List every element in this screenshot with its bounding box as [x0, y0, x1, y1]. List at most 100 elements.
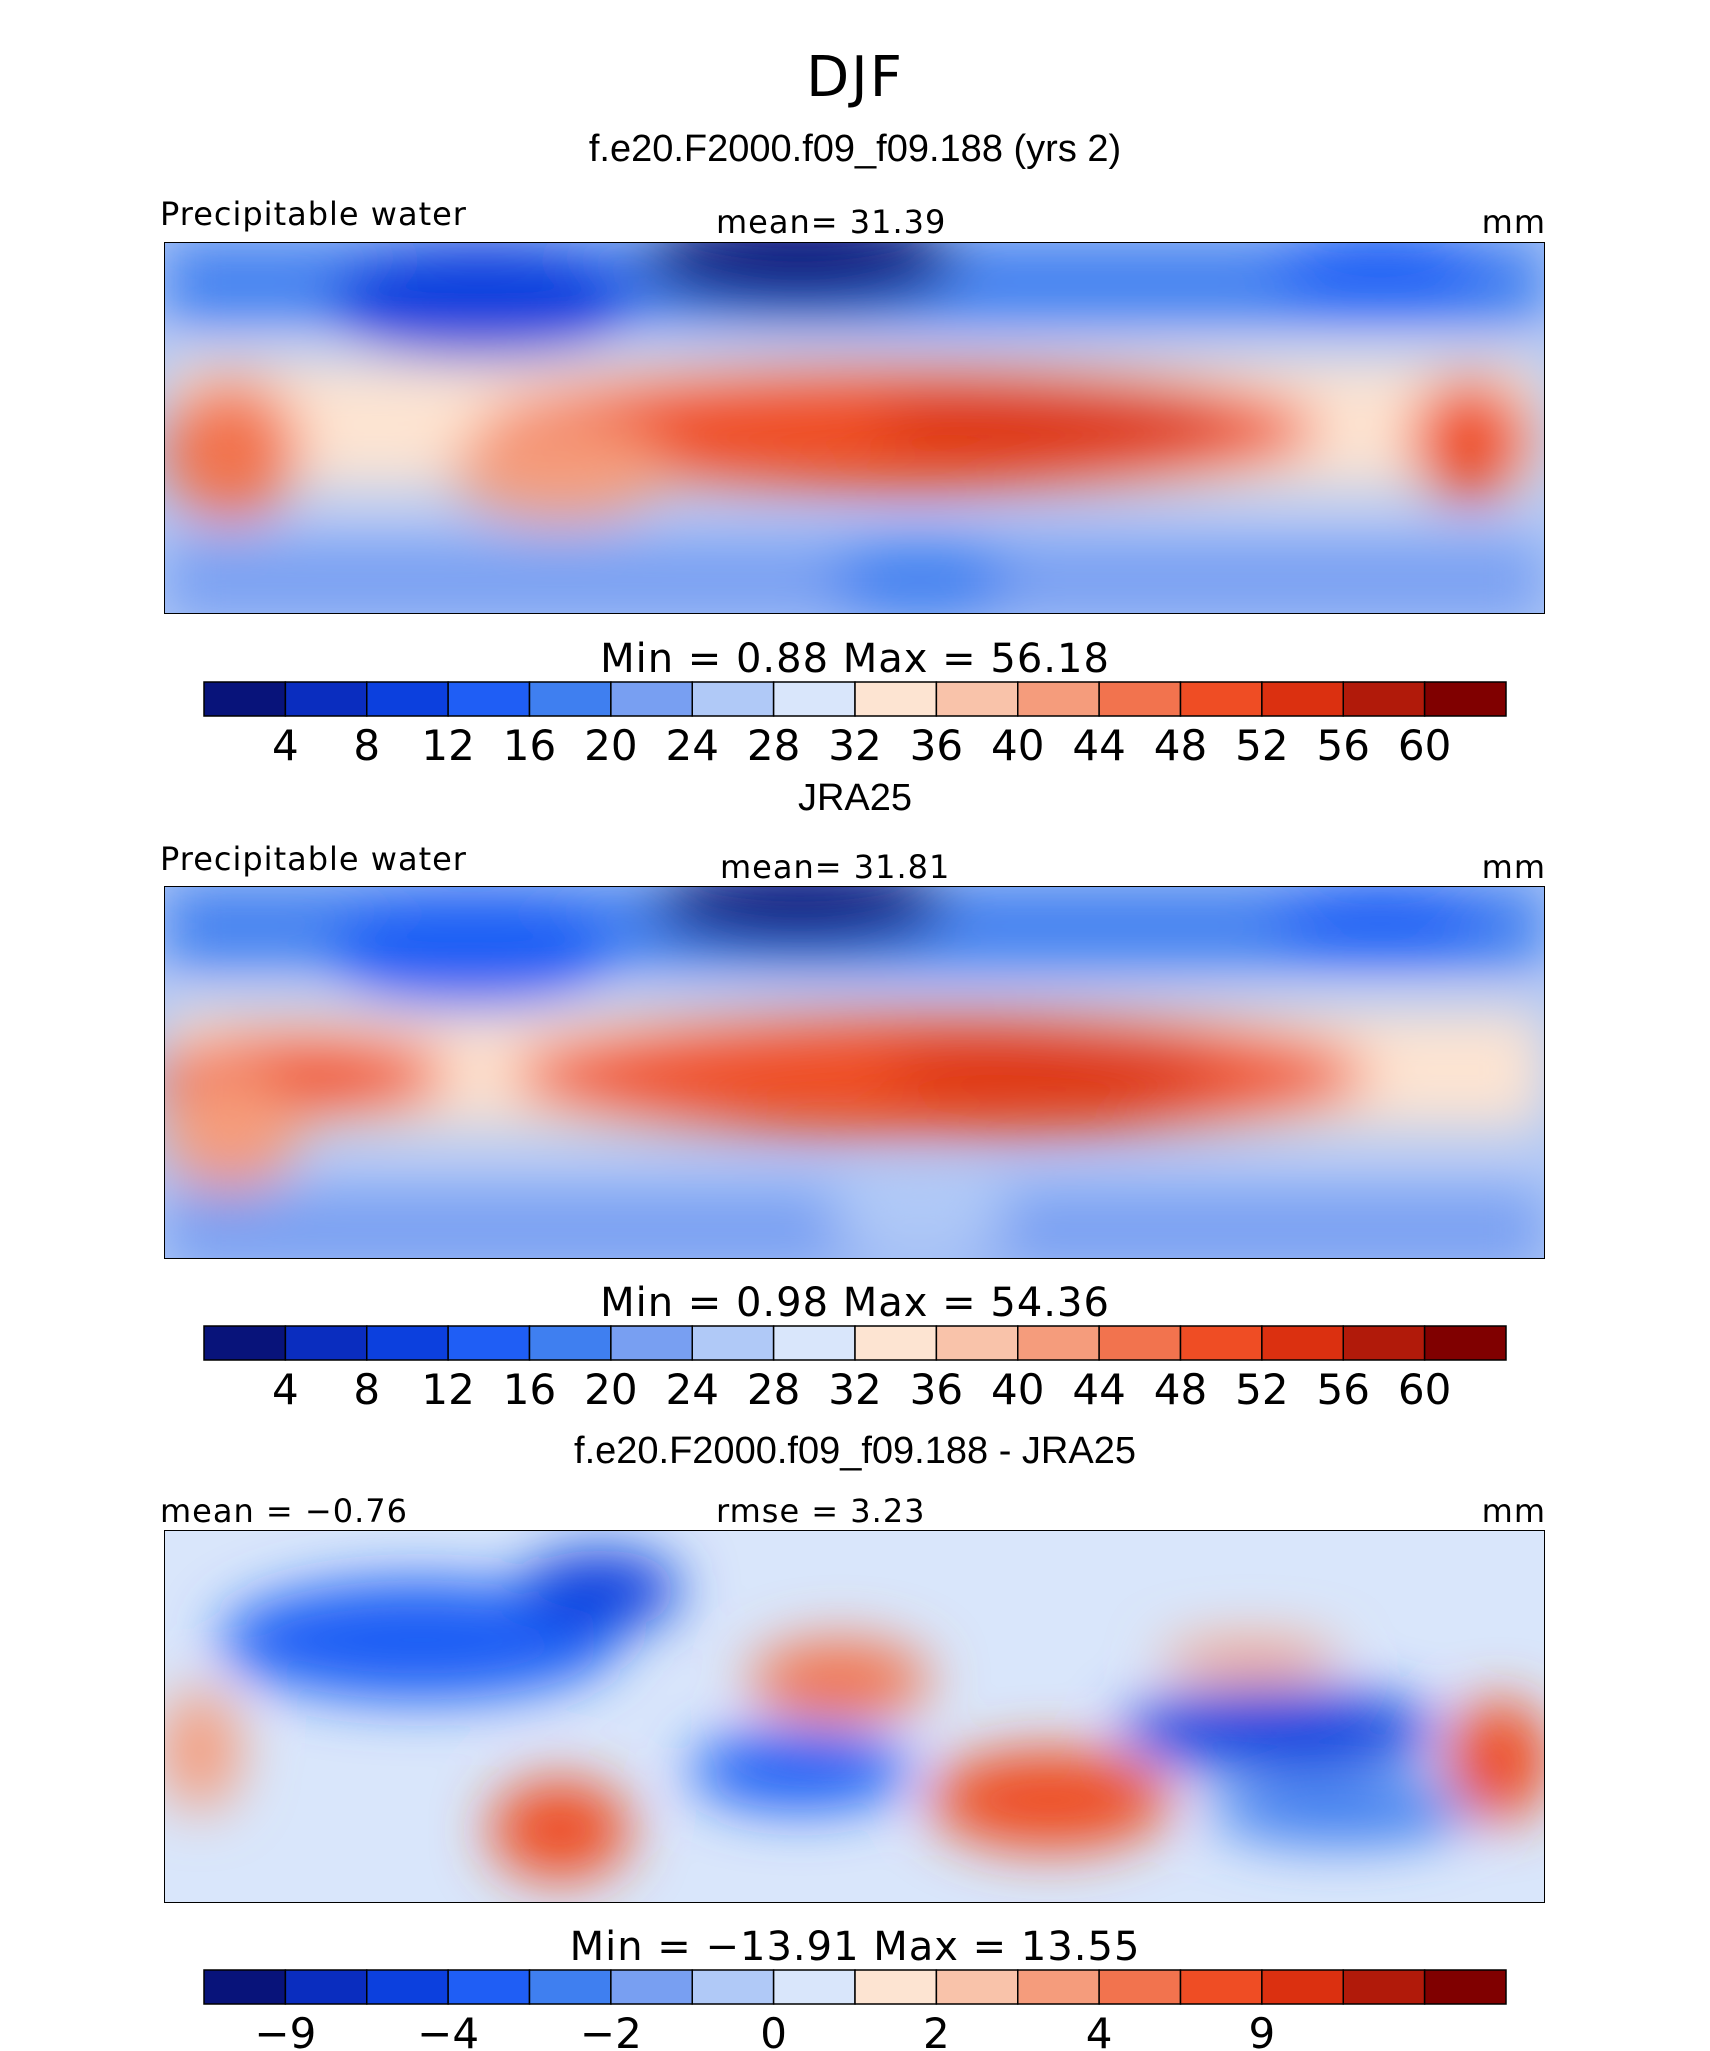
colorbar-3-tick-label: −2 — [580, 2009, 642, 2051]
colorbar-3-swatch-8 — [854, 1969, 938, 2005]
colorbar-3-swatch-15 — [1423, 1969, 1507, 2005]
colorbar-2-tick-label: 16 — [503, 1365, 556, 1414]
colorbar-1-swatch-0 — [203, 681, 287, 717]
panel-1-map — [164, 242, 1545, 614]
colorbar-2-tick-label: 40 — [991, 1365, 1044, 1414]
colorbar-1-tick-label: 32 — [828, 721, 881, 770]
colorbar-3-tick-label: 0 — [760, 2009, 787, 2051]
colorbar-2-tick-label: 56 — [1317, 1365, 1370, 1414]
colorbar-1-swatch-6 — [691, 681, 775, 717]
colorbar-2-swatch-6 — [691, 1325, 775, 1361]
colorbar-3-swatch-12 — [1179, 1969, 1263, 2005]
colorbar-3-swatch-0 — [203, 1969, 287, 2005]
colorbar-1-tick-label: 4 — [272, 721, 299, 770]
colorbar-1-swatch-3 — [447, 681, 531, 717]
colorbar-3-tick-label: 2 — [923, 2009, 950, 2051]
colorbar-3-swatch-7 — [772, 1969, 856, 2005]
colorbar-3-swatch-13 — [1261, 1969, 1344, 2005]
colorbar-2-tick-label: 12 — [421, 1365, 474, 1414]
panel-1-left-label: Precipitable water — [160, 195, 467, 233]
colorbar-1-swatch-8 — [854, 681, 938, 717]
panel-2-title: JRA25 — [797, 777, 913, 819]
panel-3-units-label: mm — [1481, 1492, 1546, 1530]
colorbar-2-tick-label: 32 — [828, 1365, 881, 1414]
colorbar-1-tick-label: 12 — [421, 721, 474, 770]
colorbar-2-swatch-13 — [1261, 1325, 1344, 1361]
colorbar-3-swatch-1 — [284, 1969, 368, 2005]
colorbar-2-swatch-15 — [1423, 1325, 1507, 1361]
panel-2-mean-label: mean= 31.81 — [720, 848, 951, 886]
colorbar-3-tick-label: −9 — [254, 2009, 316, 2051]
colorbar-2-swatch-7 — [772, 1325, 856, 1361]
colorbar-2-swatch-8 — [854, 1325, 938, 1361]
colorbar-2-tick-label: 4 — [272, 1365, 299, 1414]
panel-3-map — [164, 1530, 1545, 1903]
colorbar-1-swatch-4 — [528, 681, 612, 717]
colorbar-1-tick-label: 16 — [503, 721, 556, 770]
colorbar-1-tick-label: 48 — [1154, 721, 1207, 770]
figure-title: DJF — [806, 45, 904, 110]
colorbar-1-swatch-14 — [1342, 681, 1426, 717]
colorbar-1-swatch-7 — [772, 681, 856, 717]
colorbar-2-swatch-11 — [1098, 1325, 1182, 1361]
colorbar-3-tick-label: −4 — [417, 2009, 479, 2051]
colorbar-1-swatch-9 — [935, 681, 1019, 717]
colorbar-2-swatch-14 — [1342, 1325, 1426, 1361]
colorbar-3-swatch-10 — [1017, 1969, 1100, 2005]
colorbar-3-swatch-3 — [447, 1969, 531, 2005]
colorbar-2-tick-label: 20 — [584, 1365, 637, 1414]
panel-3-mean-label: mean = −0.76 — [160, 1492, 408, 1530]
colorbar-1-tick-label: 24 — [666, 721, 719, 770]
colorbar-2-tick-label: 36 — [910, 1365, 963, 1414]
colorbar-3-tick-label: 9 — [1249, 2009, 1276, 2051]
colorbar-3-swatch-4 — [528, 1969, 612, 2005]
colorbar-2-swatch-10 — [1017, 1325, 1100, 1361]
colorbar-2-swatch-1 — [284, 1325, 368, 1361]
colorbar-3-swatch-11 — [1098, 1969, 1182, 2005]
panel-3-title: f.e20.F2000.f09_f09.188 - JRA25 — [574, 1430, 1136, 1472]
colorbar-3-swatch-14 — [1342, 1969, 1426, 2005]
panel-3-minmax: Min = −13.91 Max = 13.55 — [569, 1924, 1141, 1970]
colorbar-1-tick-label: 36 — [910, 721, 963, 770]
colorbar-1-tick-label: 52 — [1235, 721, 1288, 770]
panel-1-units-label: mm — [1481, 203, 1546, 241]
colorbar-2-tick-label: 52 — [1235, 1365, 1288, 1414]
panel-2-map — [164, 886, 1545, 1259]
colorbar-1-swatch-12 — [1179, 681, 1263, 717]
colorbar-3-swatch-6 — [691, 1969, 775, 2005]
colorbar-2-swatch-5 — [610, 1325, 693, 1361]
panel-3-rmse-label: rmse = 3.23 — [716, 1492, 926, 1530]
colorbar-1-tick-label: 40 — [991, 721, 1044, 770]
colorbar-1-swatch-2 — [366, 681, 449, 717]
colorbar-2-tick-label: 28 — [747, 1365, 800, 1414]
colorbar-2-swatch-9 — [935, 1325, 1019, 1361]
colorbar-1-tick-label: 8 — [353, 721, 380, 770]
colorbar-1-swatch-10 — [1017, 681, 1100, 717]
colorbar-3-tick-label: 4 — [1086, 2009, 1113, 2051]
colorbar-1-swatch-15 — [1423, 681, 1507, 717]
colorbar-1-tick-label: 28 — [747, 721, 800, 770]
colorbar-2-swatch-2 — [366, 1325, 449, 1361]
colorbar-2-tick-label: 8 — [353, 1365, 380, 1414]
colorbar-1-swatch-11 — [1098, 681, 1182, 717]
colorbar-3-swatch-9 — [935, 1969, 1019, 2005]
colorbar-3-swatch-5 — [610, 1969, 693, 2005]
colorbar-2-swatch-4 — [528, 1325, 612, 1361]
colorbar-2-tick-label: 24 — [666, 1365, 719, 1414]
colorbar-1-tick-label: 60 — [1398, 721, 1451, 770]
panel-2-left-label: Precipitable water — [160, 840, 467, 878]
colorbar-2-tick-label: 60 — [1398, 1365, 1451, 1414]
panel-1-minmax: Min = 0.88 Max = 56.18 — [600, 636, 1110, 682]
colorbar-1-swatch-1 — [284, 681, 368, 717]
panel-2-units-label: mm — [1481, 848, 1546, 886]
colorbar-2-swatch-12 — [1179, 1325, 1263, 1361]
colorbar-2-tick-label: 48 — [1154, 1365, 1207, 1414]
colorbar-1-swatch-13 — [1261, 681, 1344, 717]
colorbar-2-tick-label: 44 — [1072, 1365, 1125, 1414]
panel-1-title: f.e20.F2000.f09_f09.188 (yrs 2) — [588, 128, 1122, 170]
colorbar-1-tick-label: 56 — [1317, 721, 1370, 770]
colorbar-2-swatch-0 — [203, 1325, 287, 1361]
panel-2-minmax: Min = 0.98 Max = 54.36 — [600, 1280, 1110, 1326]
colorbar-1-tick-label: 44 — [1072, 721, 1125, 770]
